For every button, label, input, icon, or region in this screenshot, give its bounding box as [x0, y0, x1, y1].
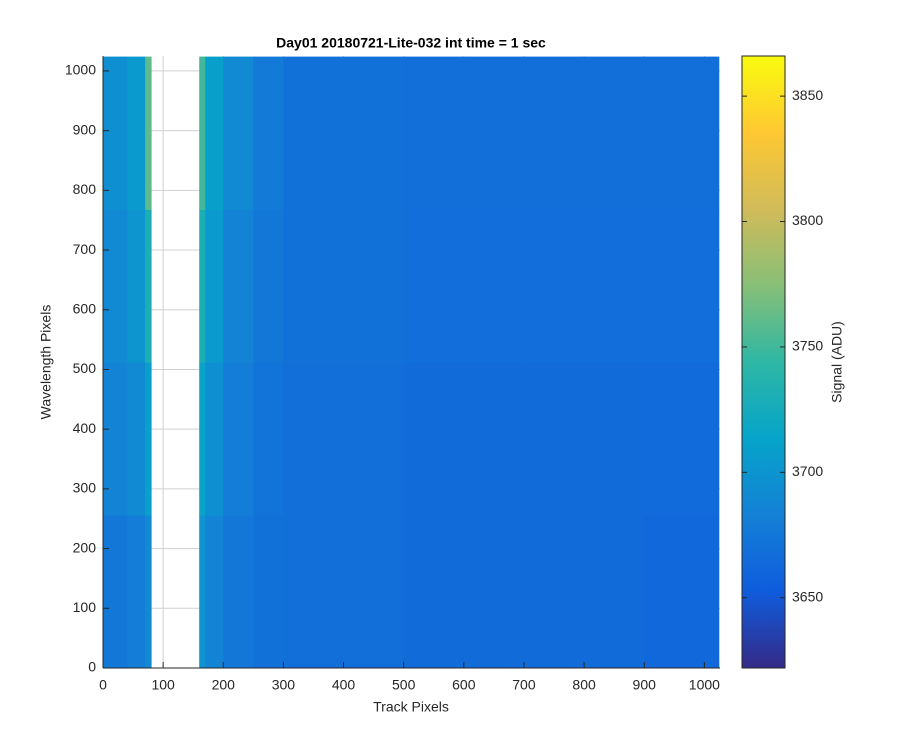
heatmap-cell	[253, 209, 284, 363]
heatmap-cell	[523, 209, 645, 363]
x-tick-label: 400	[332, 677, 356, 693]
heatmap-cell	[644, 56, 720, 210]
x-tick-label: 0	[99, 677, 107, 693]
colorbar-tick-label: 3800	[792, 212, 823, 228]
colorbar-tick-label: 3750	[792, 338, 823, 354]
y-tick-label: 200	[73, 539, 97, 555]
y-tick-label: 900	[73, 121, 97, 137]
heatmap-cell	[403, 56, 525, 210]
heatmap-cell	[223, 515, 254, 669]
heatmap-cell	[145, 362, 152, 516]
x-tick-label: 700	[512, 677, 536, 693]
x-tick-label: 500	[392, 677, 416, 693]
y-tick-label: 700	[73, 241, 97, 257]
heatmap-cell	[103, 362, 128, 516]
y-tick-label: 300	[73, 480, 97, 496]
x-tick-label: 100	[151, 677, 175, 693]
heatmap-cell	[223, 209, 254, 363]
colorbar	[741, 55, 786, 669]
heatmap-cell	[127, 209, 146, 363]
heatmap-cell	[644, 362, 720, 516]
x-tick-label: 200	[212, 677, 236, 693]
heatmap-cell	[523, 56, 645, 210]
heatmap-cell	[103, 515, 128, 669]
heatmap-cell	[205, 209, 224, 363]
heatmap-cell	[145, 515, 152, 669]
y-tick-label: 400	[73, 420, 97, 436]
heatmap-cell	[523, 515, 645, 669]
heatmap-cell	[253, 362, 284, 516]
heatmap-cell	[644, 209, 720, 363]
x-axis-label: Track Pixels	[373, 699, 449, 715]
heatmap-cell	[205, 56, 224, 210]
heatmap-cell	[199, 209, 206, 363]
heatmap-cell	[283, 56, 405, 210]
heatmap-cell	[145, 56, 152, 210]
heatmap-cell	[523, 362, 645, 516]
heatmap	[103, 56, 720, 669]
y-tick-label: 800	[73, 181, 97, 197]
heatmap-cell	[103, 209, 128, 363]
y-tick-label: 0	[88, 659, 96, 675]
y-tick-label: 1000	[65, 62, 96, 78]
heatmap-cell	[145, 209, 152, 363]
x-tick-label: 600	[452, 677, 476, 693]
y-tick-label: 600	[73, 300, 97, 316]
chart-title: Day01 20180721-Lite-032 int time = 1 sec	[276, 35, 546, 51]
heatmap-cell	[283, 362, 405, 516]
colorbar-label: Signal (ADU)	[829, 321, 845, 403]
axes: 0 100 200 300 400 500 600 700 800 900 1000 0 100 200 3…	[65, 56, 720, 693]
colorbar-tick-label: 3650	[792, 588, 823, 604]
heatmap-cell	[223, 362, 254, 516]
x-tick-label: 800	[572, 677, 596, 693]
heatmap-cell	[403, 515, 525, 669]
x-tick-label: 1000	[689, 677, 720, 693]
y-tick-label: 500	[73, 360, 97, 376]
heatmap-cell	[205, 362, 224, 516]
heatmap-cell	[644, 515, 720, 669]
heatmap-cell	[283, 515, 405, 669]
heatmap-cell	[253, 56, 284, 210]
heatmap-cell	[103, 56, 128, 210]
y-axis-label: Wavelength Pixels	[38, 305, 54, 420]
heatmap-cell	[403, 209, 525, 363]
heatmap-cell	[205, 515, 224, 669]
heatmap-cell	[127, 362, 146, 516]
heatmap-cell	[283, 209, 405, 363]
colorbar-tick-label: 3700	[792, 463, 823, 479]
heatmap-cell	[127, 56, 146, 210]
heatmap-cell	[403, 362, 525, 516]
x-tick-label: 900	[633, 677, 657, 693]
heatmap-cell	[253, 515, 284, 669]
heatmap-cell	[199, 56, 206, 210]
heatmap-cell	[127, 515, 146, 669]
y-tick-label: 100	[73, 599, 97, 615]
colorbar-tick-label: 3850	[792, 87, 823, 103]
heatmap-cell	[199, 515, 206, 669]
heatmap-cell	[199, 362, 206, 516]
heatmap-cell	[223, 56, 254, 210]
x-tick-label: 300	[272, 677, 296, 693]
